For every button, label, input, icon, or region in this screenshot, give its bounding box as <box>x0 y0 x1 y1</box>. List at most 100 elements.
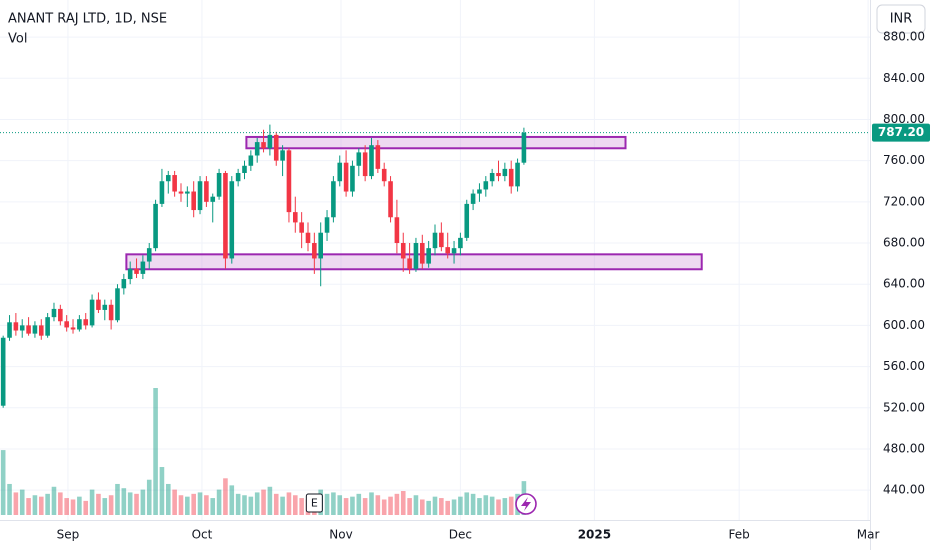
volume-bar <box>108 495 114 515</box>
volume-bar <box>89 489 95 515</box>
volume-bar <box>388 496 393 515</box>
candle-body <box>108 304 114 321</box>
volume-bar <box>508 496 514 515</box>
candle-body <box>394 217 400 244</box>
candle-body <box>83 319 89 326</box>
volume-bar <box>413 495 419 515</box>
x-tick-label: Feb <box>729 528 750 542</box>
candle-body <box>115 288 120 321</box>
volume-bar <box>178 495 184 515</box>
x-tick-label: Sep <box>57 528 80 542</box>
candle-body <box>407 258 412 269</box>
volume-bar <box>458 496 463 515</box>
candle-body <box>458 237 463 249</box>
volume-bar <box>19 489 25 515</box>
volume-bar <box>197 492 203 515</box>
volume-bar <box>70 499 76 515</box>
candle-body <box>280 150 285 161</box>
candle-body <box>521 132 527 163</box>
volume-bar <box>204 495 209 515</box>
candle-body <box>267 134 273 149</box>
candle-body <box>464 203 470 238</box>
lightning-icon[interactable] <box>515 493 537 515</box>
candle-body <box>324 217 330 233</box>
y-tick-label: 520.00 <box>883 400 925 414</box>
volume-bar <box>286 492 292 515</box>
y-tick-label: 680.00 <box>883 236 925 250</box>
volume-bar <box>381 499 387 515</box>
candle-body <box>185 191 190 194</box>
volume-bar <box>496 499 501 515</box>
volume-bar <box>191 493 196 515</box>
candle-body <box>502 168 508 177</box>
volume-bar <box>45 493 50 515</box>
currency-label: INR <box>890 12 913 27</box>
candle-body <box>146 248 152 262</box>
y-tick-label: 800.00 <box>883 112 925 126</box>
candle-body <box>96 299 101 310</box>
y-tick-label: 720.00 <box>883 194 925 208</box>
volume-bar <box>51 486 57 515</box>
volume-bar <box>248 496 254 515</box>
candle-body <box>121 279 127 289</box>
candle-body <box>451 248 457 254</box>
volume-bar <box>331 492 336 515</box>
volume-bar <box>483 495 489 515</box>
y-tick-label: 880.00 <box>883 30 925 44</box>
candle-body <box>292 212 298 223</box>
volume-bar <box>350 496 355 515</box>
volume-bar <box>140 489 146 515</box>
volume-bar <box>273 493 279 515</box>
volume-bar <box>400 491 406 515</box>
y-tick-label: 640.00 <box>883 277 925 291</box>
volume-bar <box>146 479 152 515</box>
volume-bar <box>153 388 158 515</box>
volume-bar <box>32 495 38 515</box>
candle-body <box>254 142 260 156</box>
candle-body <box>350 165 355 192</box>
last-price-box <box>872 123 930 142</box>
candle-body <box>312 243 317 259</box>
volume-bar <box>451 499 457 515</box>
candle-body <box>337 162 343 182</box>
volume-bar <box>337 495 343 515</box>
currency-button[interactable] <box>876 4 926 34</box>
y-tick-label: 840.00 <box>883 71 925 85</box>
volume-bar <box>407 498 412 515</box>
candle-body <box>140 261 146 274</box>
volume-bar <box>13 492 19 515</box>
volume-bar <box>7 483 12 515</box>
volume-bar <box>432 496 438 515</box>
candle-body <box>426 248 431 264</box>
candle-body <box>248 155 254 166</box>
x-tick-label: Oct <box>192 528 213 542</box>
candle-body <box>515 162 520 187</box>
candle-body <box>356 152 362 166</box>
volume-bar <box>254 492 260 515</box>
x-tick-label: Dec <box>449 528 472 542</box>
volume-bar <box>356 493 362 515</box>
volume-bar <box>96 493 101 515</box>
volume-bar <box>369 492 374 515</box>
volume-bar <box>343 498 349 515</box>
candle-body <box>489 172 495 182</box>
volume-bar <box>0 450 6 515</box>
candle-body <box>51 308 57 318</box>
candle-body <box>235 172 241 182</box>
volume-bar <box>375 495 381 515</box>
candle-body <box>178 191 184 194</box>
candle-body <box>13 322 19 331</box>
volume-bar <box>102 498 108 515</box>
volume-bar <box>426 500 431 515</box>
y-tick-label: 480.00 <box>883 441 925 455</box>
candle-body <box>229 181 235 259</box>
volume-bar <box>477 498 482 515</box>
candle-body <box>299 222 304 233</box>
candle-body <box>89 299 95 326</box>
candle-body <box>388 181 393 218</box>
volume-bar <box>185 496 190 515</box>
volume-bar <box>127 492 133 515</box>
candle-body <box>508 168 514 187</box>
volume-bar <box>83 500 89 515</box>
